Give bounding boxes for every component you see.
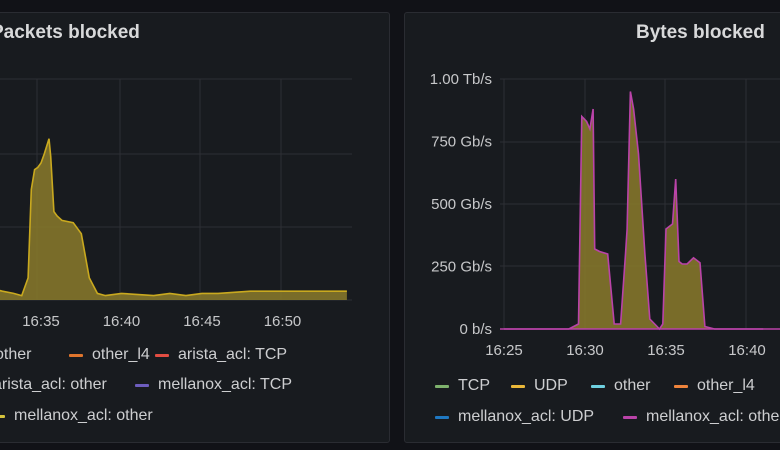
legend-swatch <box>69 353 83 357</box>
legend-item-other-l4[interactable]: other_l4 <box>69 346 150 364</box>
legend-label: arista_acl: other <box>0 376 107 393</box>
legend-item-tcp[interactable]: TCP <box>435 377 490 395</box>
x-tick-label: 16:40 <box>103 313 141 330</box>
panel-bytes-blocked: Bytes blocked 1.00 Tb/s 750 Gb/s 500 Gb/s 2… <box>404 12 780 443</box>
legend-swatch <box>435 415 449 419</box>
legend-label: TCP <box>458 377 490 394</box>
x-tick-label: 16:45 <box>183 313 221 330</box>
x-tick-label: 16:50 <box>264 313 302 330</box>
x-tick-label: 16:35 <box>647 342 685 359</box>
legend-label: UDP <box>534 377 568 394</box>
x-tick-label: 16:25 <box>485 342 523 359</box>
legend-item-mellanox-acl-other[interactable]: mellanox_acl: other <box>0 407 153 425</box>
y-tick-label: 750 Gb/s <box>431 134 492 151</box>
series-area <box>504 91 764 329</box>
y-tick-label: 250 Gb/s <box>431 259 492 276</box>
legend-swatch <box>591 384 605 388</box>
legend-swatch <box>135 383 149 387</box>
legend-item-other[interactable]: other <box>591 377 650 395</box>
series-line <box>504 91 764 331</box>
legend-label: mellanox_acl: other <box>14 407 153 424</box>
legend-label: mellanox_acl: TCP <box>158 376 292 393</box>
y-tick-label: 1.00 Tb/s <box>430 71 492 88</box>
legend-label: other <box>614 377 651 394</box>
legend-item-mellanox-acl-udp[interactable]: mellanox_acl: UDP <box>435 408 594 426</box>
series-area <box>0 138 347 300</box>
panel-packets-blocked: Packets blocked 16:35 16:40 16:45 16:50 oth… <box>0 12 390 443</box>
bytes-chart[interactable]: 1.00 Tb/s 750 Gb/s 500 Gb/s 250 Gb/s 0 b/s 16… <box>405 13 780 443</box>
legend-item-mellanox-acl-tcp[interactable]: mellanox_acl: TCP <box>135 376 292 394</box>
legend-item-arista-acl-tcp[interactable]: arista_acl: TCP <box>155 346 287 364</box>
series-line <box>0 138 347 297</box>
x-tick-label: 16:30 <box>566 342 604 359</box>
legend-label: mellanox_acl: other <box>646 408 780 425</box>
legend-item-mellanox-acl-other[interactable]: mellanox_acl: other <box>623 408 780 426</box>
legend-swatch <box>0 414 5 418</box>
legend-swatch <box>674 384 688 388</box>
legend-swatch <box>435 384 449 388</box>
x-tick-label: 16:35 <box>22 313 60 330</box>
legend-label: mellanox_acl: UDP <box>458 408 595 425</box>
legend-label: other <box>0 346 32 363</box>
legend-label: arista_acl: TCP <box>178 346 288 363</box>
legend-label: other_l4 <box>697 377 755 394</box>
legend-item-other-l4[interactable]: other_l4 <box>674 377 755 395</box>
panel-title[interactable]: Bytes blocked <box>636 22 765 43</box>
y-tick-label: 500 Gb/s <box>431 196 492 213</box>
legend-label: other_l4 <box>92 346 150 363</box>
legend-item-udp[interactable]: UDP <box>511 377 568 395</box>
x-tick-label: 16:40 <box>728 342 766 359</box>
legend-item-other[interactable]: other <box>0 346 31 364</box>
legend-swatch <box>155 353 169 357</box>
legend-swatch <box>511 384 525 388</box>
legend-item-arista-acl-other[interactable]: arista_acl: other <box>0 376 107 394</box>
panel-title[interactable]: Packets blocked <box>0 22 140 43</box>
packets-chart[interactable]: 16:35 16:40 16:45 16:50 <box>0 13 390 443</box>
y-tick-label: 0 b/s <box>459 321 492 338</box>
legend-swatch <box>623 415 637 419</box>
